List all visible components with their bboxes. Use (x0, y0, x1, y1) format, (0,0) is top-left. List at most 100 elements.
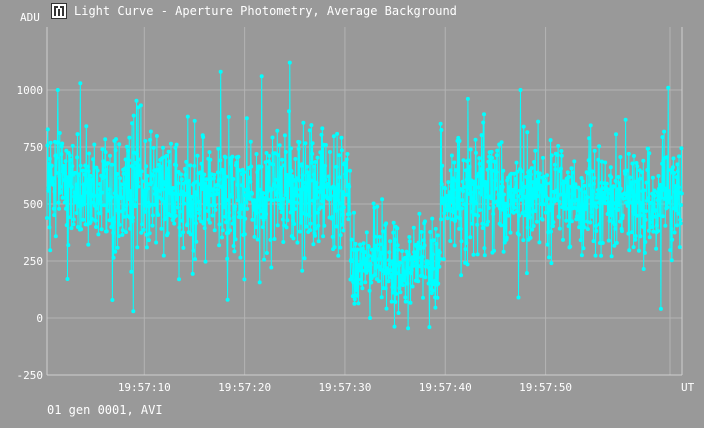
data-point (207, 220, 212, 225)
data-point (69, 226, 74, 231)
data-point (633, 237, 638, 242)
data-point (371, 257, 376, 262)
data-point (185, 222, 190, 227)
data-point (128, 189, 133, 194)
data-point (313, 226, 318, 231)
data-point (498, 191, 503, 196)
data-point (323, 163, 328, 168)
data-point (164, 153, 169, 158)
data-point (341, 190, 346, 195)
data-point (312, 164, 317, 169)
data-point (430, 216, 435, 221)
data-point (323, 143, 328, 147)
data-point (177, 225, 182, 230)
data-point (362, 250, 367, 255)
data-point (468, 235, 473, 240)
data-point (351, 280, 356, 284)
data-point (548, 181, 553, 186)
data-point (569, 199, 574, 204)
data-point (437, 250, 442, 255)
data-point (507, 185, 512, 190)
data-point (582, 225, 587, 230)
data-point (217, 222, 222, 227)
data-point (433, 226, 438, 231)
data-point (493, 178, 498, 183)
data-point (579, 176, 584, 180)
data-point (257, 198, 262, 203)
data-point (554, 188, 559, 193)
data-point (92, 142, 97, 147)
data-point (131, 309, 136, 314)
data-point (392, 324, 397, 329)
data-point (481, 120, 486, 125)
data-point (579, 203, 584, 208)
data-point (486, 206, 491, 210)
data-point (434, 242, 439, 246)
data-point (162, 199, 167, 204)
data-point (98, 211, 103, 216)
data-point (455, 206, 460, 211)
data-point (547, 204, 552, 209)
data-point (505, 204, 510, 208)
data-point (187, 206, 192, 211)
data-point (123, 166, 128, 171)
data-point (524, 271, 529, 276)
data-point (215, 191, 220, 196)
data-point (494, 170, 499, 175)
data-point (172, 209, 177, 214)
data-point (309, 178, 313, 183)
data-point (111, 230, 116, 235)
data-point (489, 196, 494, 201)
data-point (360, 286, 365, 291)
data-point (669, 258, 674, 263)
data-point (321, 168, 326, 173)
data-point (303, 141, 308, 146)
data-point (215, 170, 220, 175)
data-point (583, 190, 588, 195)
data-point (255, 170, 260, 175)
data-point (202, 172, 207, 177)
data-point (219, 184, 224, 189)
data-point (439, 128, 444, 132)
data-point (322, 223, 327, 228)
data-point (293, 157, 298, 161)
data-point (335, 131, 340, 136)
data-point (512, 171, 517, 176)
data-point (585, 219, 590, 224)
data-point (136, 157, 141, 162)
data-point (191, 248, 196, 253)
data-point (577, 187, 582, 192)
data-point (334, 224, 339, 229)
data-point (565, 194, 570, 199)
data-point (467, 191, 472, 196)
data-point (120, 232, 125, 237)
data-point (182, 201, 187, 206)
data-point (438, 256, 443, 261)
data-point (123, 157, 128, 162)
data-point (91, 194, 96, 199)
data-point (530, 209, 535, 214)
data-point (649, 215, 654, 220)
data-point (269, 187, 274, 192)
data-point (144, 232, 149, 237)
data-point (384, 306, 389, 311)
data-point (623, 171, 628, 176)
light-curve-app-icon[interactable] (51, 3, 67, 23)
data-point (537, 240, 542, 245)
data-point (79, 194, 84, 199)
data-point (403, 295, 408, 300)
data-point (308, 228, 313, 233)
data-point (599, 159, 604, 164)
data-point (86, 169, 91, 174)
data-point (147, 231, 152, 236)
data-point (226, 198, 230, 203)
data-point (635, 192, 640, 197)
data-point (293, 207, 297, 211)
data-point (449, 184, 454, 189)
data-point (352, 297, 357, 302)
data-point (220, 228, 225, 233)
data-point (213, 207, 218, 212)
data-point (47, 156, 52, 161)
data-point (262, 257, 267, 262)
data-point (480, 221, 485, 226)
